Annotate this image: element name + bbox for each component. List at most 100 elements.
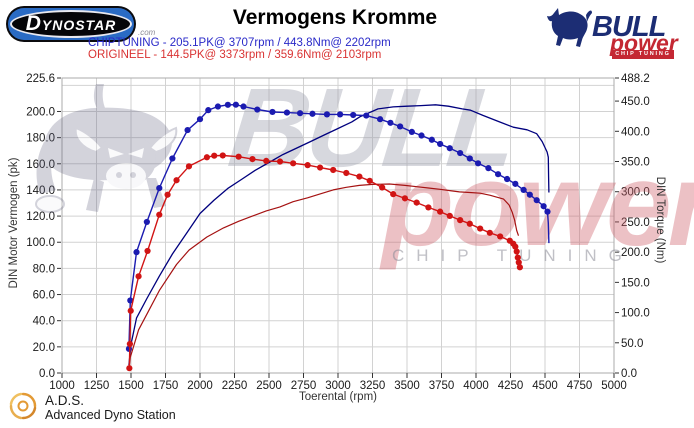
- curve-1-marker: [418, 132, 425, 139]
- y-axis-right-title: DIN Torque (Nm): [654, 176, 666, 264]
- curve-1-marker: [254, 106, 261, 113]
- curve-3-marker: [379, 184, 386, 191]
- y-right-tick-label: 150.0: [621, 277, 650, 289]
- curve-0-line: [128, 104, 550, 366]
- curve-1-marker: [540, 203, 547, 210]
- curve-1-marker: [520, 186, 527, 194]
- x-tick-label: 1500: [118, 380, 144, 392]
- curve-1-marker: [336, 111, 344, 118]
- curve-1-marker: [474, 160, 482, 167]
- y-left-tick-label: 60.0: [33, 290, 55, 302]
- x-tick-label: 3250: [360, 380, 386, 392]
- y-right-tick-label: 350.0: [621, 157, 650, 169]
- curve-1-marker: [363, 112, 370, 119]
- curve-3-marker: [203, 154, 210, 161]
- curve-1-marker: [446, 145, 453, 152]
- curve-1-marker: [205, 107, 212, 114]
- y-right-tick-label: 0.0: [621, 368, 637, 380]
- curve-1-marker: [408, 128, 415, 136]
- x-tick-label: 4750: [567, 380, 593, 392]
- y-left-tick-label: 120.0: [26, 211, 55, 223]
- curve-3-marker: [390, 191, 397, 198]
- y-right-tick-label: 200.0: [621, 247, 650, 259]
- curve-3-marker: [457, 217, 464, 224]
- y-left-tick-label: 225.6: [26, 73, 55, 85]
- curve-3-marker: [486, 229, 493, 236]
- curve-3-marker: [446, 212, 453, 219]
- curve-3-marker: [219, 152, 226, 159]
- curve-1-marker: [533, 197, 540, 204]
- curve-1-marker: [196, 116, 204, 123]
- curve-1-marker: [397, 123, 404, 130]
- curve-1-marker: [133, 249, 140, 256]
- curve-1-marker: [376, 116, 384, 123]
- curve-3-marker: [413, 199, 420, 206]
- curve-3-marker: [263, 157, 270, 165]
- curve-1-marker: [224, 101, 231, 108]
- legend-origineel: ORIGINEEL - 144.5PK@ 3373rpm / 359.6Nm@ …: [88, 48, 382, 61]
- curve-3-marker: [249, 155, 256, 163]
- ads-full-name: Advanced Dyno Station: [45, 408, 176, 422]
- curve-3-marker: [290, 160, 297, 167]
- curve-1-marker: [232, 101, 239, 108]
- curve-3-marker: [135, 273, 142, 280]
- curve-3-marker: [276, 158, 284, 165]
- curve-1-marker: [512, 180, 519, 187]
- dynostar-logo-text: DYNOSTAR: [25, 12, 117, 35]
- dynostar-logo: DYNOSTAR: [6, 6, 136, 42]
- y-right-tick-label: 488.2: [621, 73, 650, 85]
- curve-1-marker: [526, 191, 533, 198]
- y-left-tick-label: 20.0: [33, 342, 55, 354]
- y-right-tick-label: 50.0: [621, 338, 643, 350]
- y-left-tick-label: 100.0: [26, 237, 55, 249]
- y-left-tick-label: 140.0: [26, 185, 55, 197]
- curve-1-line: [128, 103, 550, 349]
- curve-3-marker: [514, 254, 521, 261]
- y-left-tick-label: 80.0: [33, 263, 55, 275]
- curve-3-marker: [144, 247, 151, 255]
- x-tick-label: 4250: [498, 380, 524, 392]
- curve-3-marker: [173, 177, 180, 184]
- curve-1-marker: [350, 111, 357, 119]
- curve-1-marker: [169, 155, 176, 162]
- curve-3-marker: [235, 153, 242, 160]
- x-tick-label: 5000: [601, 380, 627, 392]
- y-right-tick-label: 300.0: [621, 187, 650, 199]
- curve-3-marker: [164, 191, 171, 198]
- curve-3-marker: [304, 162, 311, 169]
- curve-3-marker: [497, 233, 504, 240]
- curve-3-marker: [512, 243, 519, 250]
- curve-1-marker: [283, 109, 291, 116]
- curve-1-marker: [323, 111, 331, 118]
- x-tick-label: 2250: [222, 380, 248, 392]
- curve-3-marker: [437, 208, 444, 215]
- curve-3-line: [128, 154, 521, 369]
- curve-1-marker: [544, 208, 551, 215]
- bullpower-logo: BULL power CHIP TUNING: [546, 4, 692, 59]
- curve-3-marker: [316, 164, 324, 171]
- curve-3-marker: [126, 340, 133, 348]
- chart-legend: CHIPTUNING - 205.1PK@ 3707rpm / 443.8Nm@…: [88, 37, 391, 61]
- curve-3-marker: [156, 211, 163, 218]
- bullpower-logo-word-bull: BULL: [592, 11, 666, 43]
- curve-1-marker: [494, 171, 502, 178]
- curve-1-marker: [214, 103, 222, 110]
- y-right-tick-label: 100.0: [621, 308, 650, 320]
- curve-1-marker: [127, 297, 134, 304]
- curve-1-marker: [437, 140, 444, 148]
- x-tick-label: 1250: [84, 380, 110, 392]
- y-right-tick-label: 450.0: [621, 96, 650, 108]
- x-tick-label: 3750: [429, 380, 455, 392]
- curve-3-marker: [516, 264, 523, 271]
- x-tick-label: 1750: [153, 380, 179, 392]
- curve-1-marker: [387, 119, 394, 126]
- curve-1-marker: [428, 136, 435, 143]
- curve-3-marker: [366, 177, 373, 184]
- y-left-tick-label: 0.0: [39, 368, 55, 380]
- curve-3-marker: [356, 173, 363, 180]
- ads-swirl-icon: [9, 392, 37, 420]
- curve-1-marker: [240, 103, 247, 110]
